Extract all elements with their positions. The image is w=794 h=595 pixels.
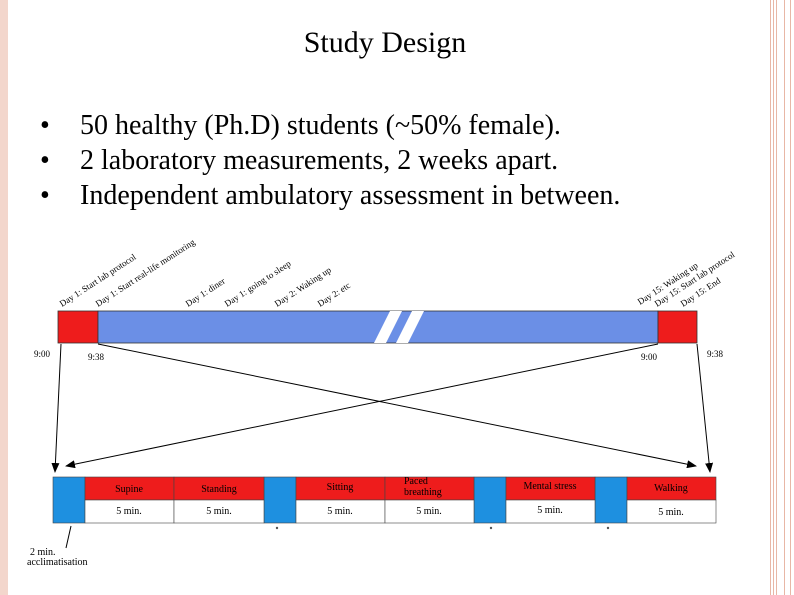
timeline-event-label: Day 2: etc xyxy=(316,280,352,309)
acclimatisation-block xyxy=(52,476,86,524)
bullet-text: 2 laboratory measurements, 2 weeks apart… xyxy=(80,145,559,176)
timeline-break-mark xyxy=(374,311,402,343)
acclimatisation-label: 2 min. xyxy=(30,547,56,558)
expand-arrow xyxy=(51,343,62,473)
phase-duration-cell xyxy=(505,499,596,524)
slide-frame-right xyxy=(764,0,794,595)
bullet-text: Independent ambulatory assessment in bet… xyxy=(80,180,621,211)
phase-name: Supine xyxy=(115,484,143,495)
bullet-dot: • xyxy=(40,180,50,211)
expand-arrow xyxy=(65,343,659,469)
marker-dot xyxy=(275,526,279,530)
timeline-event-label: Day 1: diner xyxy=(184,276,227,309)
bullet-item: • 50 healthy (Ph.D) students (~50% female… xyxy=(40,108,620,143)
bullet-item: • Independent ambulatory assessment in be… xyxy=(40,178,620,213)
slide-title: Study Design xyxy=(303,26,467,59)
bullet-dot: • xyxy=(40,145,50,176)
phase-duration: 5 min. xyxy=(206,506,232,517)
phase-duration: 5 min. xyxy=(537,505,563,516)
expand-arrow xyxy=(97,343,697,469)
protocol-bar: Supine Standing Sitting Paced breathing M… xyxy=(52,476,717,524)
phase-name: Standing xyxy=(201,484,237,495)
phase-duration-cell xyxy=(384,499,475,524)
phase-duration: 5 min. xyxy=(116,506,142,517)
lab-session-1-block xyxy=(57,310,99,344)
time-label: 9:38 xyxy=(88,352,105,362)
marker-dot xyxy=(606,526,610,530)
marker-dot xyxy=(489,526,493,530)
bullet-item: • 2 laboratory measurements, 2 weeks apar… xyxy=(40,143,620,178)
phase-duration-cell xyxy=(626,499,717,524)
phase-duration-cell xyxy=(173,499,265,524)
phase-duration: 5 min. xyxy=(327,506,353,517)
bullet-dot: • xyxy=(40,110,50,141)
time-label: 9:00 xyxy=(641,352,658,362)
phase-name: Paced breathing xyxy=(404,476,442,498)
phase-name: Sitting xyxy=(327,482,354,493)
acclimatisation-block xyxy=(263,476,297,524)
acclimatisation-pointer xyxy=(65,525,72,549)
lab-session-2-block xyxy=(657,310,698,344)
time-label: 9:00 xyxy=(34,349,51,359)
slide-frame-left xyxy=(0,0,8,595)
phase-name: Mental stress xyxy=(523,481,576,492)
phase-duration: 5 min. xyxy=(658,507,684,518)
acclimatisation-block xyxy=(594,476,628,524)
acclimatisation-label: acclimatisation xyxy=(27,557,88,568)
expand-arrow xyxy=(696,343,714,473)
acclimatisation-block xyxy=(473,476,507,524)
bullet-list: • 50 healthy (Ph.D) students (~50% female… xyxy=(40,108,620,213)
timeline-break-mark xyxy=(396,311,424,343)
phase-name: Walking xyxy=(654,483,688,494)
bullet-text: 50 healthy (Ph.D) students (~50% female)… xyxy=(80,110,561,141)
time-label: 9:38 xyxy=(707,349,724,359)
phase-duration: 5 min. xyxy=(416,506,442,517)
